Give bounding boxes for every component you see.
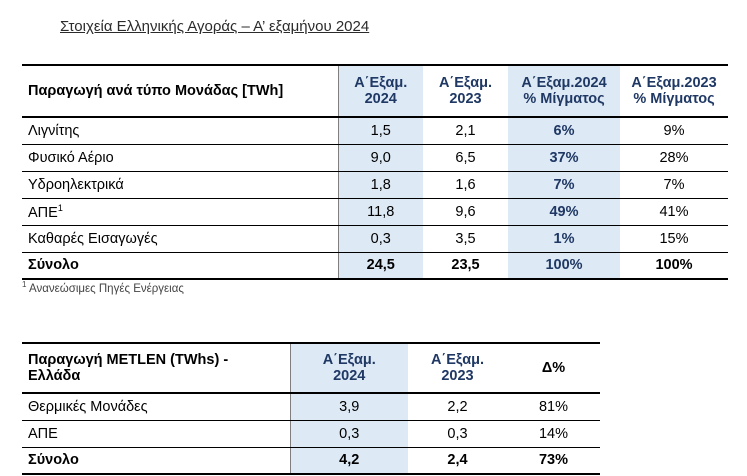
row-label: ΑΠΕ — [22, 420, 290, 448]
cell-2023: 6,5 — [423, 144, 508, 172]
total-row: Σύνολο 24,5 23,5 100% 100% — [22, 252, 728, 280]
metlen-generation-table: Παραγωγή METLEN (TWhs) - Ελλάδα Α΄Εξαμ. 20… — [22, 342, 600, 475]
cell-mix-2024: 7% — [508, 171, 620, 199]
total-mix-2023: 100% — [620, 252, 728, 280]
cell-2023: 2,1 — [423, 117, 508, 145]
header-mix-2024: Α΄Εξαμ.2024% Μίγματος — [508, 64, 620, 118]
total-2024: 4,2 — [289, 447, 408, 475]
cell-2023: 0,3 — [408, 420, 507, 448]
footnote: 1 Ανανεώσιμες Πηγές Ενέργειας — [22, 280, 184, 295]
total-label: Σύνολο — [22, 447, 290, 475]
total-label: Σύνολο — [22, 252, 338, 280]
table-header-row: Παραγωγή ανά τύπο Μονάδας [TWh] Α΄Εξαμ. 2… — [22, 64, 728, 118]
header-label: Παραγωγή ανά τύπο Μονάδας [TWh] — [22, 64, 338, 118]
header-mix-2023: Α΄Εξαμ.2023% Μίγματος — [620, 64, 728, 118]
cell-mix-2023: 15% — [620, 225, 728, 253]
total-mix-2024: 100% — [508, 252, 620, 280]
footnote-marker: 1 — [57, 202, 63, 213]
cell-2024: 1,5 — [337, 117, 423, 145]
cell-mix-2023: 41% — [620, 198, 728, 226]
cell-mix-2024: 6% — [508, 117, 620, 145]
table-header-row: Παραγωγή METLEN (TWhs) - Ελλάδα Α΄Εξαμ. 20… — [22, 342, 600, 394]
row-label: Υδροηλεκτρικά — [22, 171, 338, 199]
total-row: Σύνολο 4,2 2,4 73% — [22, 447, 600, 475]
total-2024: 24,5 — [337, 252, 423, 280]
cell-2024: 1,8 — [337, 171, 423, 199]
total-2023: 23,5 — [423, 252, 508, 280]
row-label: Καθαρές Εισαγωγές — [22, 225, 338, 253]
cell-2024: 0,3 — [337, 225, 423, 253]
header-h1-2024: Α΄Εξαμ. 2024 — [337, 64, 423, 118]
cell-2024: 9,0 — [337, 144, 423, 172]
cell-mix-2023: 7% — [620, 171, 728, 199]
table-row: Υδροηλεκτρικά 1,8 1,6 7% 7% — [22, 171, 728, 199]
cell-mix-2024: 1% — [508, 225, 620, 253]
cell-2023: 1,6 — [423, 171, 508, 199]
cell-2024: 0,3 — [289, 420, 408, 448]
row-label: ΑΠΕ1 — [22, 198, 338, 226]
cell-mix-2023: 28% — [620, 144, 728, 172]
cell-delta: 81% — [507, 393, 600, 421]
table-row: Φυσικό Αέριο 9,0 6,5 37% 28% — [22, 144, 728, 172]
total-delta: 73% — [507, 447, 600, 475]
table-row: ΑΠΕ 0,3 0,3 14% — [22, 420, 600, 448]
header-label: Παραγωγή METLEN (TWhs) - Ελλάδα — [22, 342, 290, 394]
row-label: Λιγνίτης — [22, 117, 338, 145]
page-title: Στοιχεία Ελληνικής Αγοράς – Α’ εξαμήνου … — [60, 18, 370, 35]
table-row: Λιγνίτης 1,5 2,1 6% 9% — [22, 117, 728, 145]
cell-2023: 2,2 — [408, 393, 507, 421]
cell-2023: 9,6 — [423, 198, 508, 226]
cell-2024: 11,8 — [337, 198, 423, 226]
header-delta: Δ% — [507, 342, 600, 394]
cell-2023: 3,5 — [423, 225, 508, 253]
cell-delta: 14% — [507, 420, 600, 448]
header-h1-2023: Α΄Εξαμ. 2023 — [408, 342, 507, 394]
table-row: ΑΠΕ1 11,8 9,6 49% 41% — [22, 198, 728, 226]
generation-by-unit-table: Παραγωγή ανά τύπο Μονάδας [TWh] Α΄Εξαμ. 2… — [22, 64, 728, 280]
header-h1-2024: Α΄Εξαμ. 2024 — [289, 342, 408, 394]
row-label: Φυσικό Αέριο — [22, 144, 338, 172]
cell-mix-2024: 49% — [508, 198, 620, 226]
header-h1-2023: Α΄Εξαμ. 2023 — [423, 64, 508, 118]
cell-2024: 3,9 — [289, 393, 408, 421]
table-row: Καθαρές Εισαγωγές 0,3 3,5 1% 15% — [22, 225, 728, 253]
row-label: Θερμικές Μονάδες — [22, 393, 290, 421]
total-2023: 2,4 — [408, 447, 507, 475]
table-row: Θερμικές Μονάδες 3,9 2,2 81% — [22, 393, 600, 421]
cell-mix-2024: 37% — [508, 144, 620, 172]
cell-mix-2023: 9% — [620, 117, 728, 145]
